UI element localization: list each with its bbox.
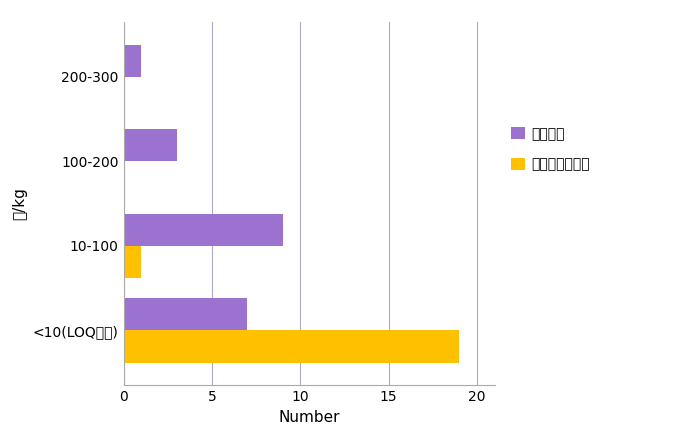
Bar — [124, 246, 142, 278]
Bar — [124, 331, 460, 363]
Bar — [124, 214, 282, 246]
Bar — [124, 298, 247, 331]
Bar — [124, 45, 142, 77]
Y-axis label: ㏍/kg: ㏍/kg — [12, 187, 27, 220]
Bar — [124, 129, 177, 161]
X-axis label: Number: Number — [278, 410, 340, 425]
Legend: 초콜릿류, 코코아가공품류: 초콜릿류, 코코아가공품류 — [506, 121, 596, 177]
